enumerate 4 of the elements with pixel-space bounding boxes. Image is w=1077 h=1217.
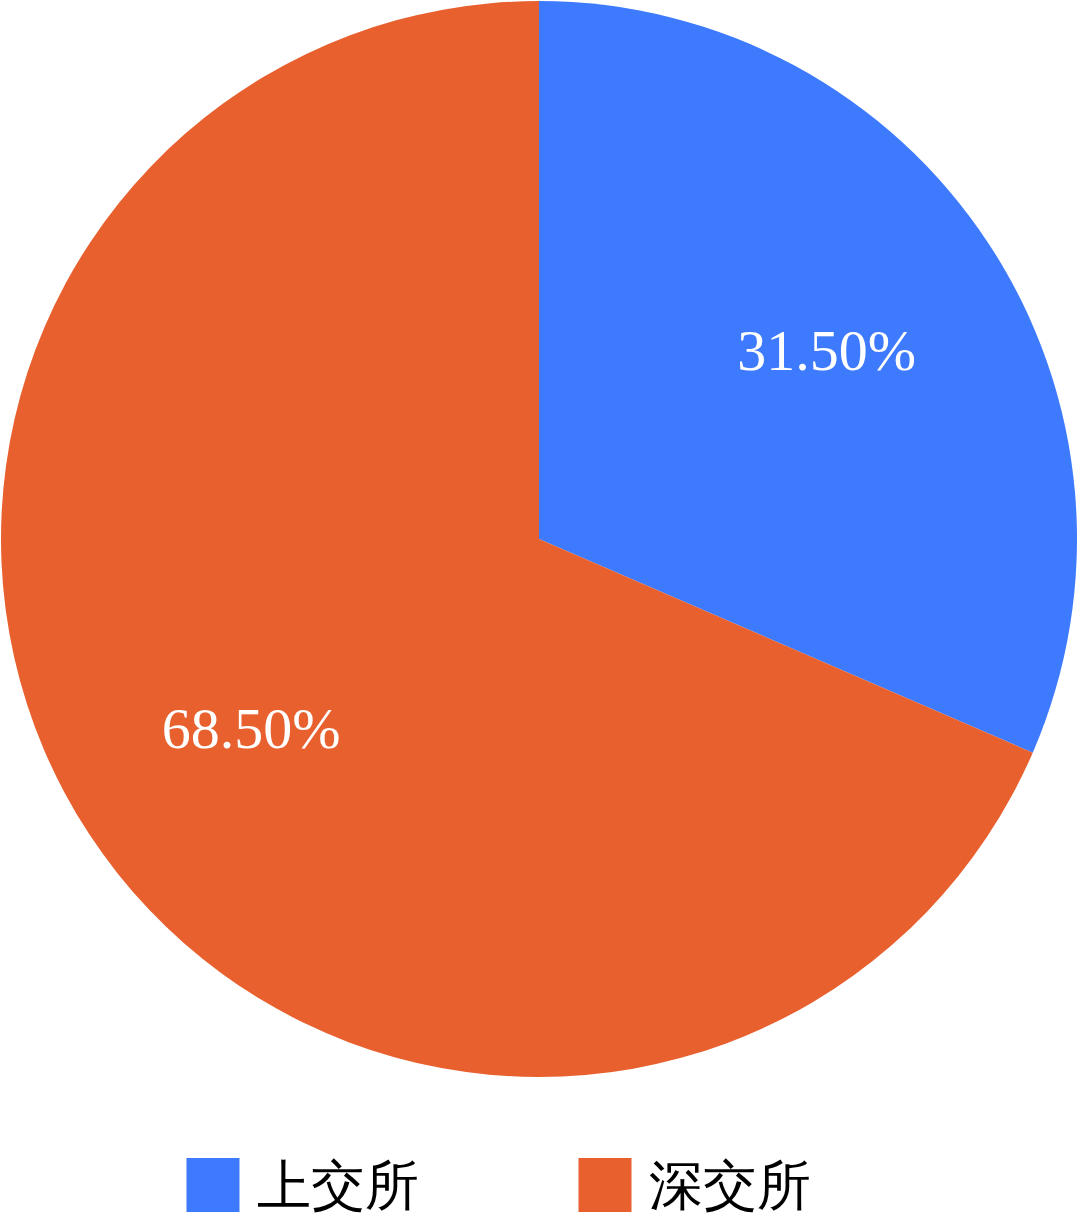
legend-label: 深交所 bbox=[648, 1154, 811, 1217]
data-label: 68.50% bbox=[161, 696, 341, 762]
legend-label: 上交所 bbox=[256, 1154, 419, 1217]
data-label: 31.50% bbox=[737, 318, 917, 384]
